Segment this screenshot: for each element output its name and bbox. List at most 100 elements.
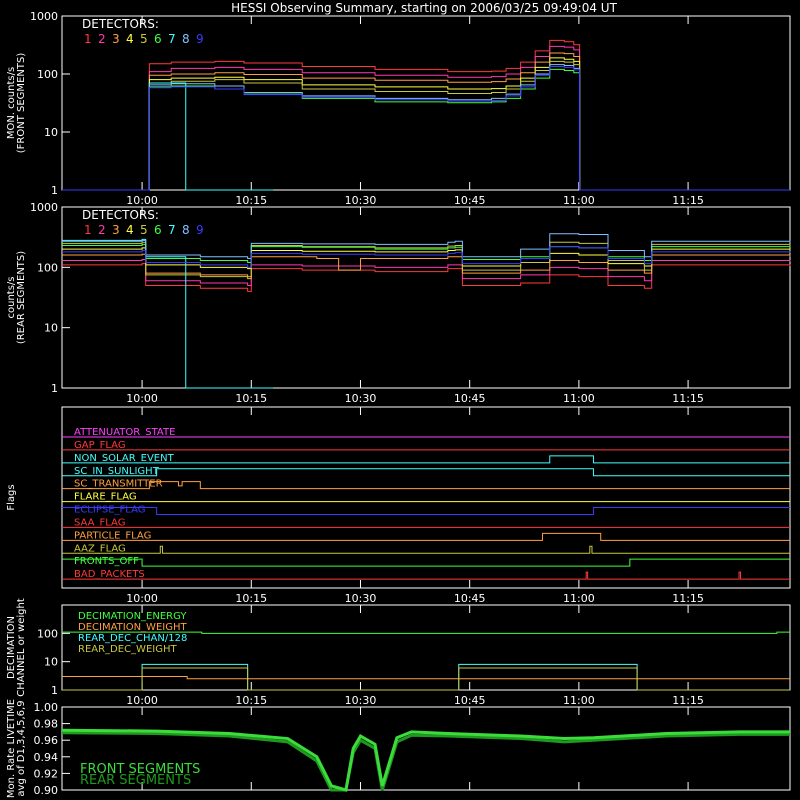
flags-frame [61, 406, 791, 589]
rear-series-det-6 [62, 243, 791, 264]
front-frame [61, 15, 791, 191]
flags-ylabel: Flags [6, 484, 17, 510]
front-legend-det-3: 3 [112, 32, 120, 46]
rear-x-tick-label: 10:15 [235, 392, 267, 405]
front-x-tick-label: 10:45 [454, 194, 486, 207]
rear-legend-det-4: 4 [126, 223, 134, 237]
front-legend-det-4: 4 [126, 32, 134, 46]
livetime-y-tick-label: 0.90 [34, 784, 59, 797]
livetime-y-tick-label: 0.94 [34, 751, 59, 764]
front-x-tick-label: 10:15 [235, 194, 267, 207]
front-legend-det-7: 7 [168, 32, 176, 46]
front-x-tick-label: 11:00 [563, 194, 595, 207]
rear-series-det-2 [62, 258, 791, 286]
decimation-legend-rear-dec-chan-128: REAR_DEC_CHAN/128 [78, 633, 187, 644]
livetime-ylabel: avg of D1,3,4,5,6,9 [16, 700, 27, 796]
front-legend-det-2: 2 [98, 32, 106, 46]
front-y-tick-label: 10 [44, 126, 58, 139]
decimation-series-decimation-energy [62, 631, 790, 634]
front-legend-det-5: 5 [140, 32, 148, 46]
rear-legend-det-6: 6 [154, 223, 162, 237]
rear-series-det-1 [62, 263, 791, 292]
decimation-y-tick-label: 10 [44, 656, 58, 669]
front-legend-det-8: 8 [182, 32, 190, 46]
rear-series-det-3 [62, 253, 791, 278]
front-x-tick-label: 10:00 [126, 194, 158, 207]
front-series-det-9 [62, 65, 790, 191]
flag-label-saa_flag: SAA_FLAG [74, 517, 125, 528]
flag-line-eclipse_flag [62, 507, 790, 515]
decimation-series-rear-dec-weight [62, 667, 790, 691]
rear-x-tick-label: 11:00 [563, 392, 595, 405]
flag-line-particle_flag [62, 532, 790, 541]
rear-legend-det-7: 7 [168, 223, 176, 237]
flag-line-fronts_off [62, 558, 790, 567]
front-legend-det-6: 6 [154, 32, 162, 46]
front-series-det-2 [62, 45, 790, 191]
flag-line-sc_in_sunlight [62, 468, 790, 477]
rear-series-det-7 [62, 238, 274, 389]
flags-x-tick-label: 10:30 [345, 592, 377, 605]
rear-legend-det-8: 8 [182, 223, 190, 237]
decimation-legend-decimation-weight: DECIMATION_WEIGHT [78, 622, 187, 633]
rear-y-tick-label: 100 [37, 261, 58, 274]
front-series-det-5 [62, 60, 790, 191]
flag-label-flare_flag: FLARE_FLAG [74, 492, 137, 503]
rear-legend-det-1: 1 [84, 223, 92, 237]
decimation-y-tick-label: 1 [51, 684, 58, 697]
decimation-ylabel: CHANNEL or weight [16, 598, 27, 697]
decimation-x-tick-label: 10:30 [345, 694, 377, 707]
rear-y-tick-label: 1000 [30, 201, 58, 214]
flag-label-bad_packets: BAD_PACKETS [74, 569, 145, 580]
rear-frame [61, 206, 791, 389]
decimation-legend-rear-dec-weight: REAR_DEC_WEIGHT [78, 644, 177, 655]
rear-series-det-4 [62, 247, 791, 270]
livetime-frame [61, 706, 791, 791]
front-y-tick-label: 100 [37, 68, 58, 81]
front-legend-title: DETECTORS: [82, 17, 159, 31]
flag-label-sc_transmitter: SC_TRANSMITTER [74, 479, 163, 490]
rear-legend-det-3: 3 [112, 223, 120, 237]
rear-x-tick-label: 11:15 [672, 392, 704, 405]
front-series-det-4 [62, 57, 790, 191]
flags-x-tick-label: 10:45 [454, 592, 486, 605]
decimation-series-decimation-weight [62, 675, 790, 680]
livetime-y-tick-label: 1.00 [34, 701, 59, 714]
livetime-legend-rear-segments: REAR SEGMENTS [80, 773, 191, 788]
rear-ylabel: counts/s [6, 276, 17, 318]
livetime-series-front-segments [61, 728, 790, 792]
front-ylabel: (FRONT SEGMENTS) [16, 53, 27, 154]
rear-legend-det-9: 9 [196, 223, 204, 237]
flag-label-non_solar_event: NON_SOLAR_EVENT [74, 453, 175, 464]
flags-x-tick-label: 10:15 [235, 592, 267, 605]
flag-line-bad_packets [62, 571, 790, 580]
flag-label-fronts_off: FRONTS_OFF [74, 556, 139, 567]
rear-ylabel: (REAR SEGMENTS) [16, 251, 27, 344]
front-y-tick-label: 1000 [30, 10, 58, 23]
front-series-det-1 [62, 39, 790, 191]
flags-x-tick-label: 11:15 [672, 592, 704, 605]
livetime-legend-front-segments: FRONT SEGMENTS [80, 762, 200, 777]
rear-x-tick-label: 10:30 [345, 392, 377, 405]
chart-title: HESSI Observing Summary, starting on 200… [231, 1, 617, 15]
rear-legend-title: DETECTORS: [82, 208, 159, 222]
decimation-ylabel: DECIMATION [6, 616, 17, 679]
livetime-y-tick-label: 0.98 [34, 718, 59, 731]
flag-line-sc_transmitter [62, 481, 790, 490]
flag-label-aaz_flag: AAZ_FLAG [74, 543, 126, 554]
rear-series-det-9 [62, 246, 791, 268]
flag-label-eclipse_flag: ECLIPSE_FLAG [74, 505, 145, 516]
rear-x-tick-label: 10:45 [454, 392, 486, 405]
flag-label-sc_in_sunlight: SC_IN_SUNLIGHT [74, 466, 160, 477]
decimation-x-tick-label: 10:15 [235, 694, 267, 707]
front-ylabel: MON. counts/s [6, 67, 17, 139]
rear-series-det-5 [62, 241, 791, 280]
livetime-ylabel: Mon. Rate LIVETIME [6, 699, 17, 798]
flag-line-aaz_flag [62, 545, 790, 554]
flag-label-attenuator_state: ATTENUATOR_STATE [74, 427, 175, 438]
front-x-tick-label: 10:30 [345, 194, 377, 207]
rear-legend-det-5: 5 [140, 223, 148, 237]
front-series-det-3 [62, 52, 790, 191]
front-series-det-8 [62, 64, 790, 191]
